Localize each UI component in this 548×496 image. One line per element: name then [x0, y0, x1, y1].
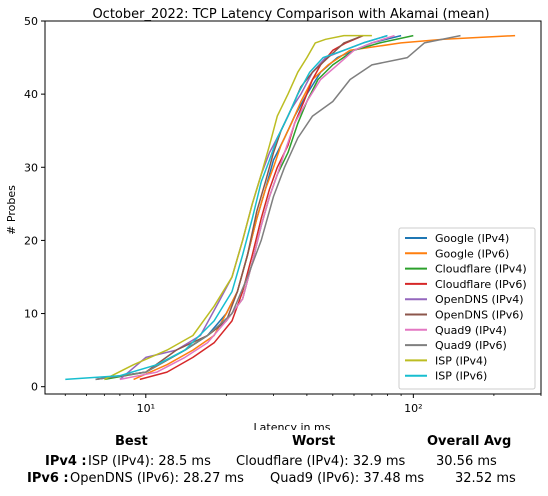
- latency-chart: October_2022: TCP Latency Comparison wit…: [5, 7, 542, 430]
- ipv4-best-value: ISP (IPv4): 28.5 ms: [88, 454, 211, 469]
- ipv4-avg-value: 30.56 ms: [436, 454, 497, 469]
- summary-table: Best Worst Overall Avg IPv4 : ISP (IPv4)…: [0, 430, 548, 494]
- series-line: [119, 34, 388, 380]
- y-tick-label: 40: [24, 88, 38, 101]
- worst-header: Worst: [292, 434, 336, 449]
- legend-label: Quad9 (IPv6): [435, 339, 507, 352]
- plot-area: 0 10 20 30 40 50 10¹ 10²: [24, 15, 542, 415]
- legend-label: ISP (IPv4): [435, 354, 487, 367]
- legend-label: Google (IPv4): [435, 232, 509, 245]
- series-line: [65, 34, 388, 381]
- x-tick-label: 10¹: [137, 402, 155, 415]
- ipv4-row-label: IPv4 :: [45, 454, 87, 469]
- chart-title: October_2022: TCP Latency Comparison wit…: [92, 7, 489, 22]
- series-line: [95, 34, 402, 381]
- legend-label: ISP (IPv6): [435, 370, 487, 383]
- legend-label: OpenDNS (IPv6): [435, 309, 524, 322]
- legend-label: Quad9 (IPv4): [435, 324, 507, 337]
- series-line: [104, 34, 372, 381]
- series-line: [95, 34, 461, 381]
- y-tick-label: 0: [31, 381, 38, 394]
- series-line: [95, 34, 364, 381]
- legend-label: Cloudflare (IPv6): [435, 278, 527, 291]
- y-tick-label: 30: [24, 161, 38, 174]
- legend-label: Cloudflare (IPv4): [435, 263, 527, 276]
- legend: Google (IPv4) Google (IPv6) Cloudflare (IP…: [398, 227, 536, 390]
- best-header: Best: [115, 434, 148, 449]
- y-tick-label: 20: [24, 234, 38, 247]
- y-tick-label: 10: [24, 308, 38, 321]
- legend-box: [398, 227, 536, 390]
- legend-label: OpenDNS (IPv4): [435, 293, 524, 306]
- y-tick-label: 50: [24, 15, 38, 28]
- series-line: [119, 34, 395, 381]
- axes-frame: [44, 20, 542, 395]
- ipv6-best-value: OpenDNS (IPv6): 28.27 ms: [70, 471, 244, 486]
- ipv4-worst-value: Cloudflare (IPv4): 32.9 ms: [236, 454, 406, 469]
- ipv6-worst-value: Quad9 (IPv6): 37.48 ms: [270, 471, 425, 486]
- ipv6-avg-value: 32.52 ms: [455, 471, 516, 486]
- legend-label: Google (IPv6): [435, 247, 509, 260]
- x-tick-label: 10²: [404, 402, 422, 415]
- avg-header: Overall Avg: [427, 434, 512, 449]
- ipv6-row-label: IPv6 :: [27, 471, 69, 486]
- y-axis-label: # Probes: [5, 185, 18, 235]
- series-line: [104, 34, 414, 381]
- x-axis-label: Latency in ms: [254, 421, 331, 430]
